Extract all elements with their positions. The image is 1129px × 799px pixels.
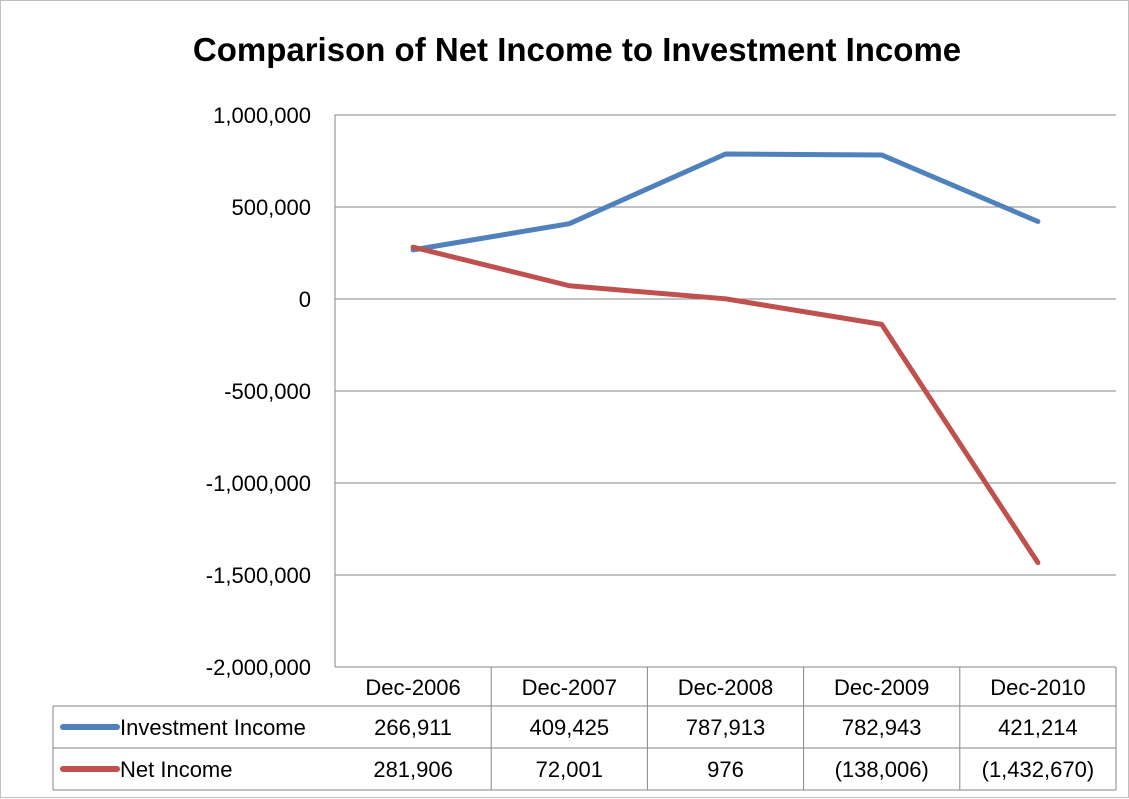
y-axis: 1,000,000 500,000 0 -500,000 -1,000,000 -1,50… bbox=[206, 103, 336, 680]
category-label: Dec-2006 bbox=[365, 675, 460, 700]
category-label: Dec-2009 bbox=[834, 675, 929, 700]
series-lines bbox=[410, 151, 1041, 566]
series-line-net-income bbox=[410, 244, 1041, 566]
series-name: Net Income bbox=[120, 757, 233, 782]
chart-title: Comparison of Net Income to Investment I… bbox=[192, 31, 962, 68]
data-value: 787,913 bbox=[686, 715, 766, 740]
series-line-investment-income bbox=[410, 151, 1041, 253]
data-value: (138,006) bbox=[835, 757, 929, 782]
category-label: Dec-2010 bbox=[990, 675, 1085, 700]
data-value: 266,911 bbox=[374, 715, 452, 740]
y-tick-label: -1,500,000 bbox=[206, 563, 311, 588]
data-value: 976 bbox=[707, 757, 744, 782]
y-tick-label: -2,000,000 bbox=[206, 655, 311, 680]
data-value: 281,906 bbox=[373, 757, 453, 782]
data-value: 72,001 bbox=[536, 757, 603, 782]
data-value: 409,425 bbox=[530, 715, 610, 740]
grid-lines bbox=[335, 114, 1116, 668]
data-value: 421,214 bbox=[998, 715, 1078, 740]
category-label: Dec-2008 bbox=[678, 675, 773, 700]
y-tick-label: 1,000,000 bbox=[213, 103, 311, 128]
data-value: (1,432,670) bbox=[982, 757, 1095, 782]
category-label: Dec-2007 bbox=[522, 675, 617, 700]
data-value: 782,943 bbox=[842, 715, 922, 740]
y-tick-label: -500,000 bbox=[224, 379, 311, 404]
data-table: Dec-2006 Dec-2007 Dec-2008 Dec-2009 Dec-2010… bbox=[52, 667, 1117, 791]
y-tick-label: 0 bbox=[299, 287, 311, 312]
y-tick-label: -1,000,000 bbox=[206, 471, 311, 496]
series-name: Investment Income bbox=[120, 715, 306, 740]
y-tick-label: 500,000 bbox=[231, 195, 311, 220]
